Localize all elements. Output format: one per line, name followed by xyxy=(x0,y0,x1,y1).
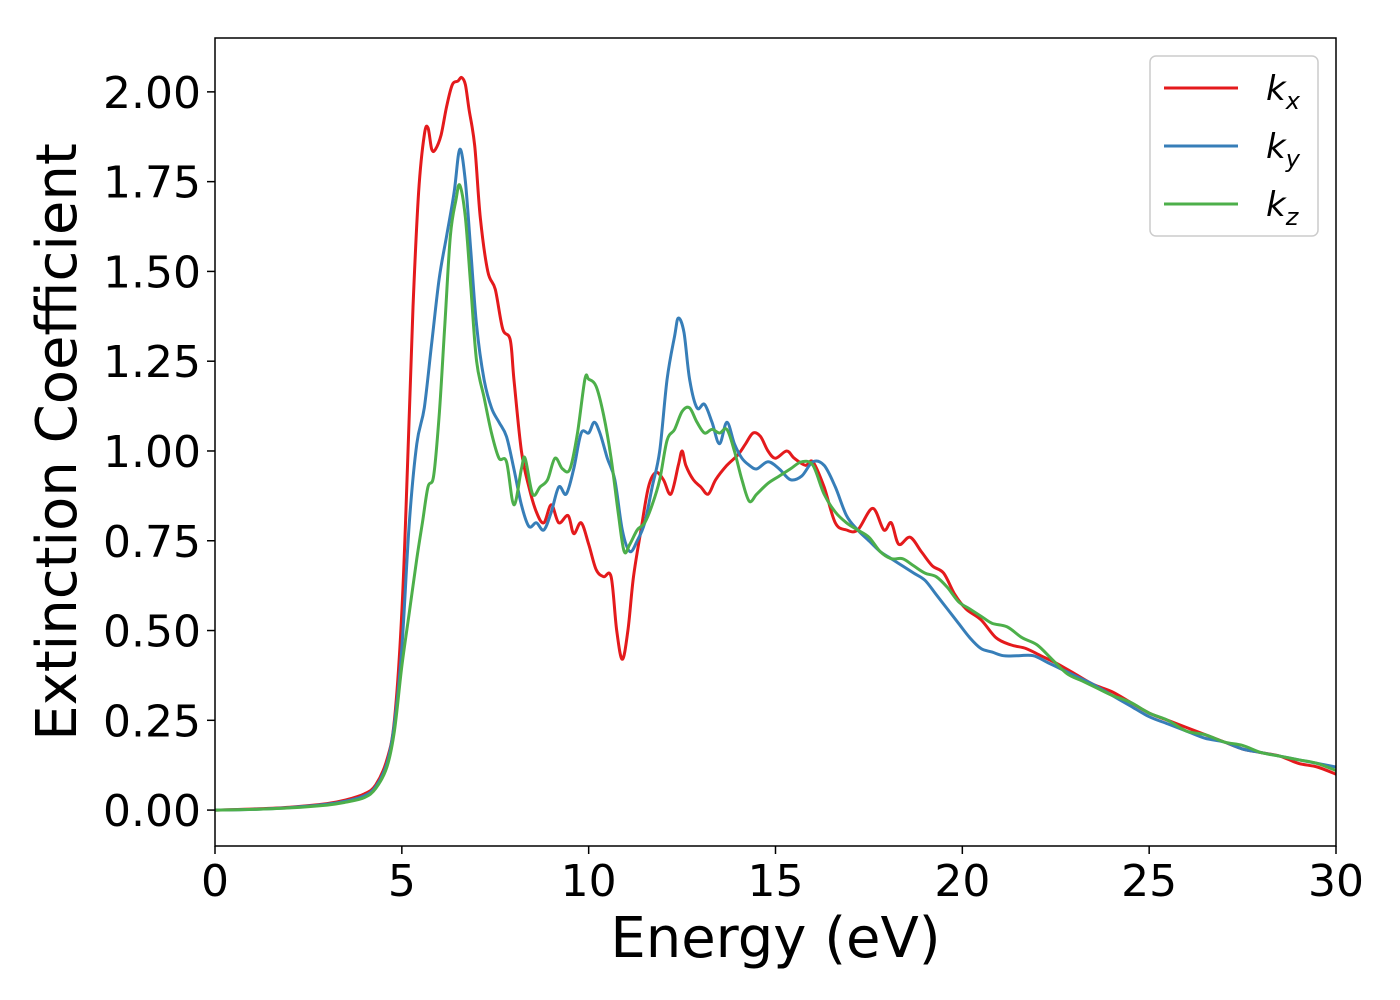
y-tick-label: 1.50 xyxy=(103,247,201,298)
x-axis-title: Energy (eV) xyxy=(610,906,940,971)
y-tick-label: 0.25 xyxy=(103,696,201,747)
legend-label-kz: kz xyxy=(1266,185,1300,231)
x-axis: 0 5 10 15 20 25 30 xyxy=(201,846,1364,907)
y-tick-label: 0.00 xyxy=(103,786,201,837)
x-tick-label: 25 xyxy=(1121,856,1177,907)
legend-label-subscript: y xyxy=(1285,145,1301,173)
x-tick-label: 0 xyxy=(201,856,229,907)
y-tick-label: 1.00 xyxy=(103,427,201,478)
y-tick-label: 2.00 xyxy=(103,68,201,119)
legend-label-kx: kx xyxy=(1266,69,1301,115)
x-tick-label: 30 xyxy=(1308,856,1364,907)
x-tick-label: 15 xyxy=(748,856,804,907)
legend-label-main: k xyxy=(1266,127,1287,167)
y-tick-label: 1.25 xyxy=(103,337,201,388)
x-tick-label: 20 xyxy=(934,856,990,907)
series-line-ky xyxy=(215,147,1336,812)
y-tick-label: 0.75 xyxy=(103,517,201,568)
plot-area xyxy=(214,37,1337,847)
series-line-kz xyxy=(215,183,1336,812)
legend-label-main: k xyxy=(1266,185,1287,225)
legend-label-subscript: z xyxy=(1285,203,1300,231)
x-tick-label: 10 xyxy=(561,856,617,907)
y-tick-label: 0.50 xyxy=(103,607,201,658)
y-axis-title: Extinction Coefficient xyxy=(25,143,90,741)
series-line-kx xyxy=(215,75,1336,812)
legend-label-main: k xyxy=(1266,69,1287,109)
y-tick-label: 1.75 xyxy=(103,158,201,209)
legend-label-ky: ky xyxy=(1266,127,1301,173)
x-tick-label: 5 xyxy=(388,856,416,907)
y-axis: 0.00 0.25 0.50 0.75 1.00 1.25 1.50 1.75 2.00 xyxy=(103,68,215,837)
legend-label-subscript: x xyxy=(1285,87,1301,115)
series-group xyxy=(215,75,1336,812)
